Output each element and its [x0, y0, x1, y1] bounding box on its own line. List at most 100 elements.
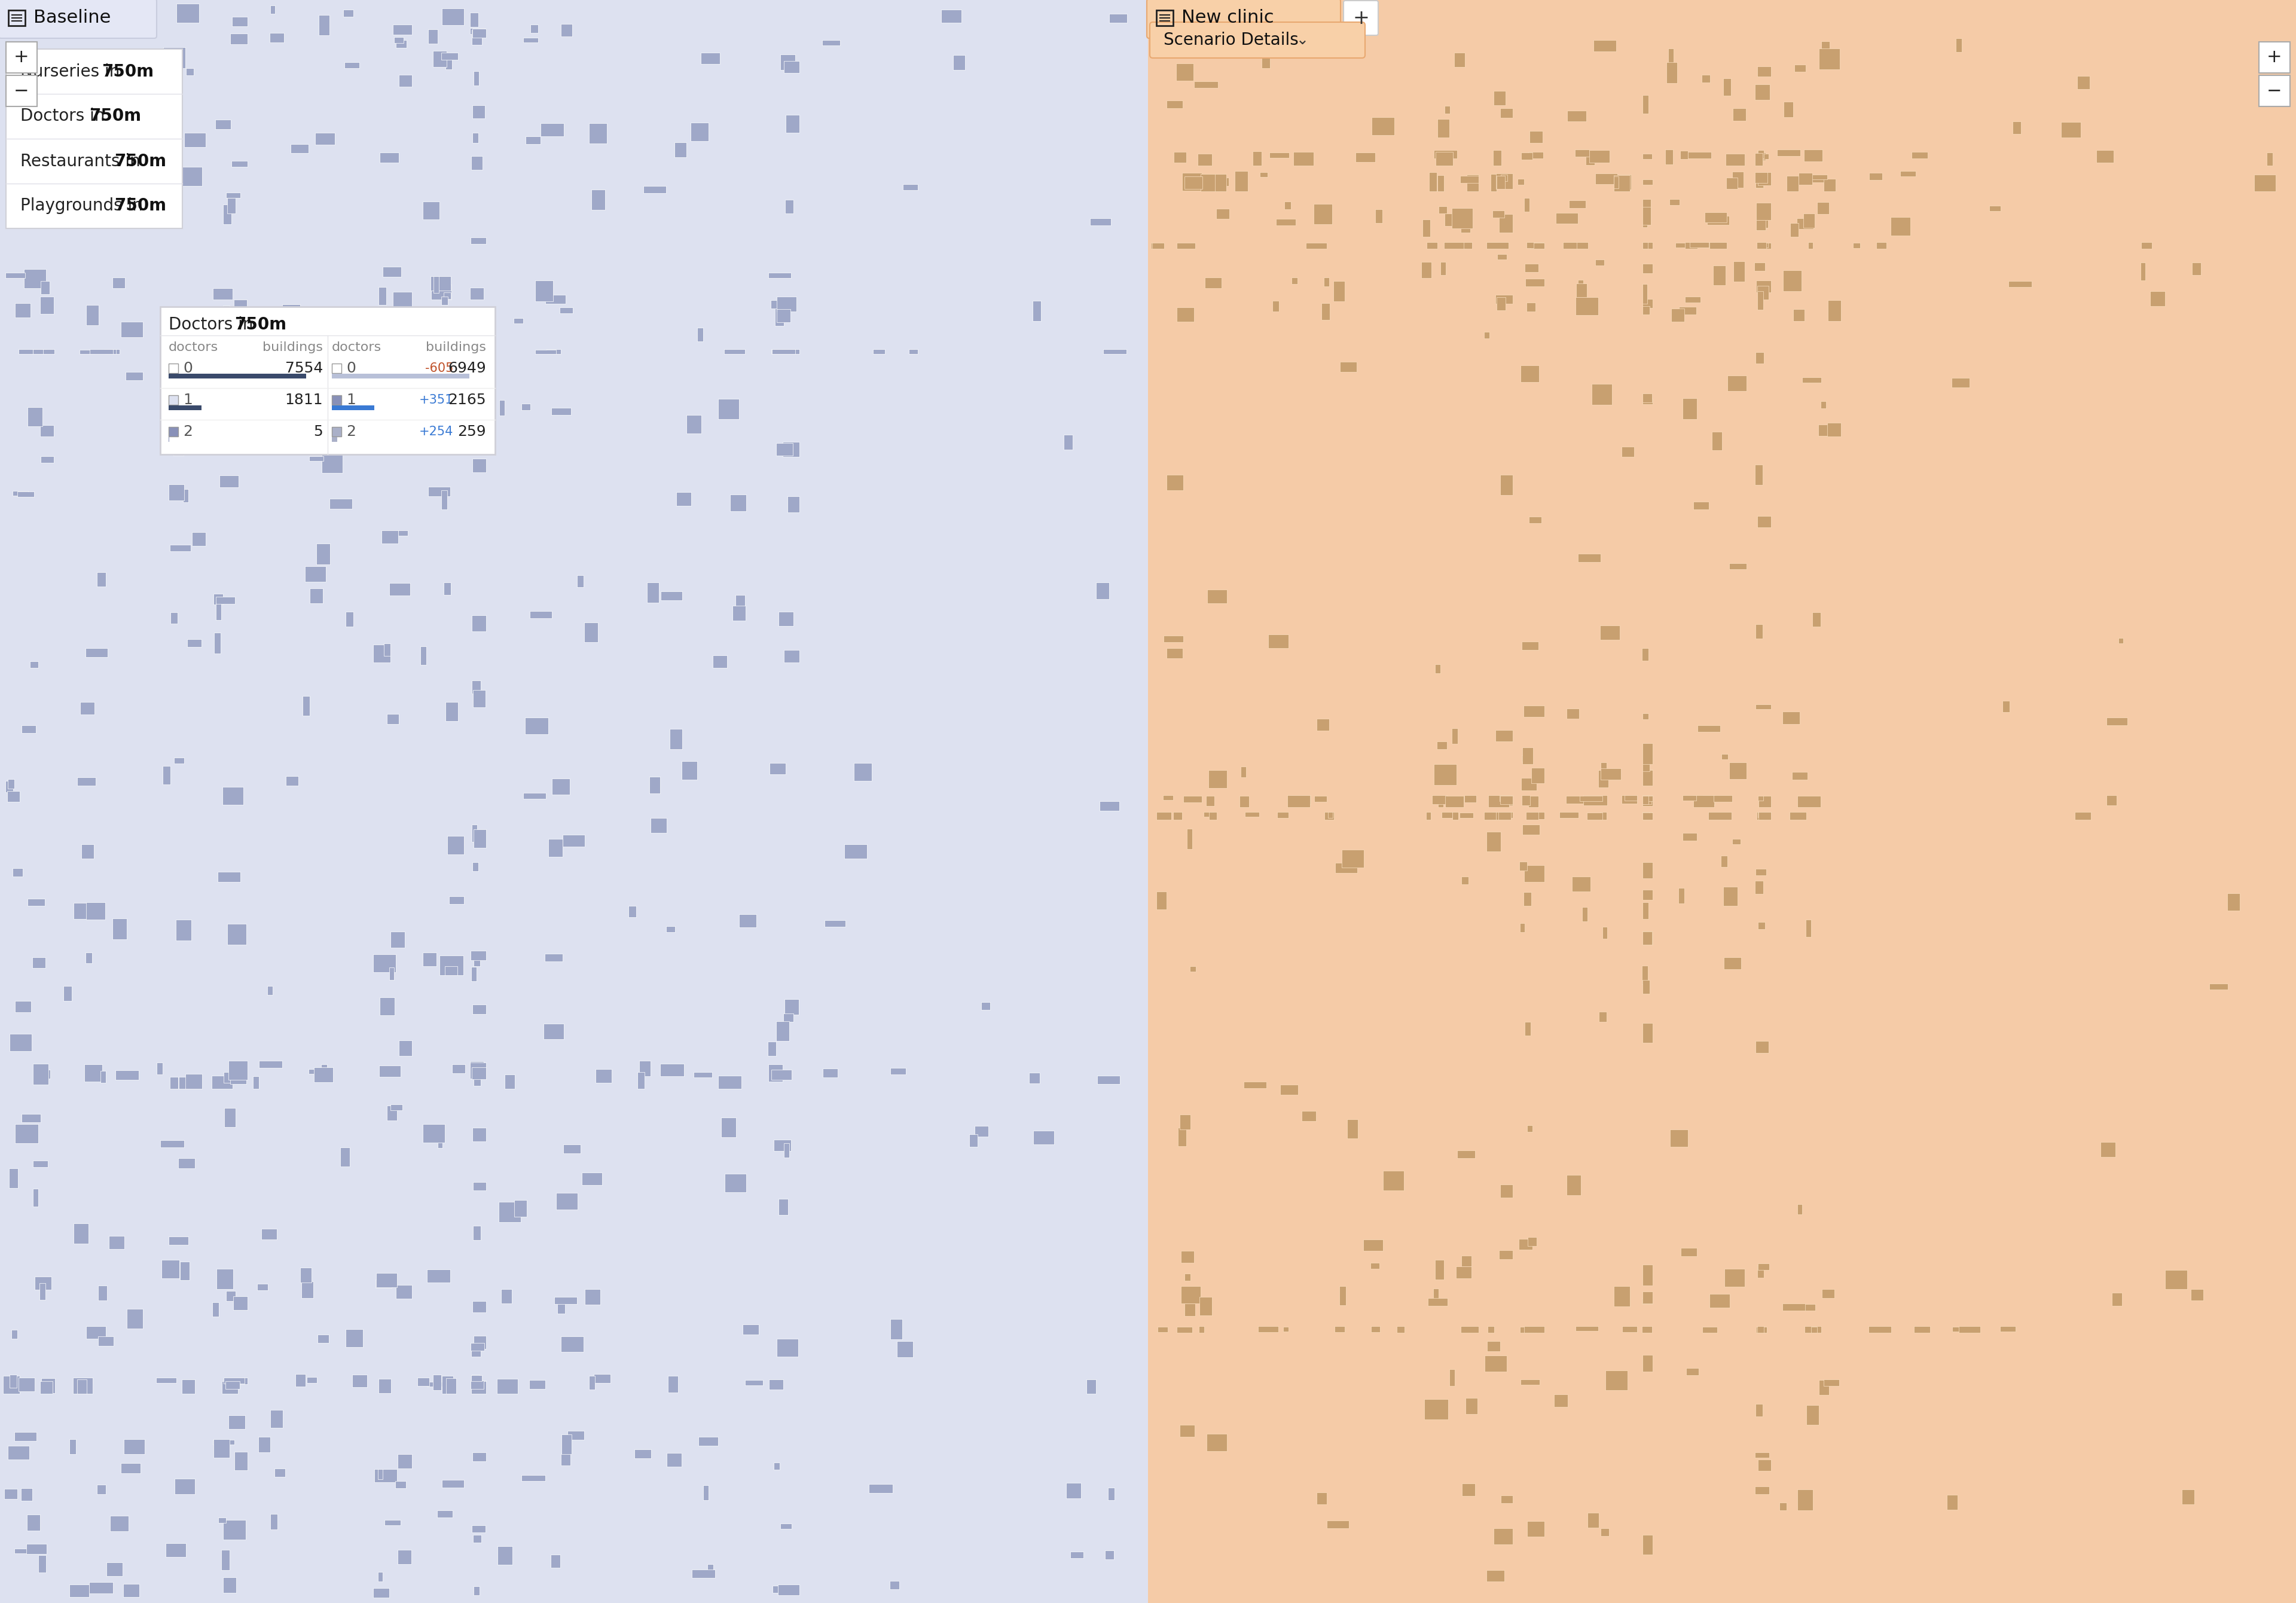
Bar: [739, 914, 755, 928]
Bar: [691, 1569, 714, 1577]
Bar: [1215, 178, 1228, 186]
Bar: [1642, 263, 1653, 273]
Bar: [216, 120, 230, 128]
Bar: [473, 1226, 480, 1241]
Bar: [308, 1069, 315, 1074]
Text: 2: 2: [184, 425, 193, 439]
Bar: [1453, 53, 1465, 67]
Bar: [30, 155, 39, 165]
Bar: [546, 295, 565, 305]
Bar: [783, 61, 799, 74]
Bar: [303, 321, 324, 329]
Bar: [1173, 811, 1182, 819]
Bar: [1759, 152, 1766, 160]
Bar: [395, 40, 406, 48]
Bar: [1642, 931, 1653, 944]
Bar: [170, 612, 177, 624]
Bar: [379, 1066, 400, 1077]
Bar: [28, 192, 39, 205]
Bar: [271, 1515, 278, 1529]
Bar: [2140, 263, 2144, 281]
Bar: [1807, 1404, 1818, 1425]
Bar: [1442, 813, 1453, 818]
Bar: [259, 1061, 282, 1068]
Bar: [1492, 151, 1502, 165]
Bar: [535, 349, 556, 354]
Text: Baseline: Baseline: [34, 10, 110, 27]
Bar: [422, 202, 441, 220]
Bar: [1488, 1326, 1495, 1332]
Bar: [379, 1379, 390, 1393]
Bar: [1779, 1502, 1786, 1510]
Text: Playgrounds in: Playgrounds in: [21, 197, 149, 215]
Text: 1811: 1811: [285, 393, 324, 407]
Bar: [1531, 242, 1545, 248]
Bar: [776, 442, 792, 455]
Bar: [106, 1561, 122, 1576]
Bar: [1527, 242, 1534, 248]
Bar: [1809, 176, 1825, 183]
Bar: [393, 24, 411, 35]
Bar: [2255, 175, 2275, 191]
Bar: [96, 1484, 106, 1494]
Bar: [1497, 297, 1506, 311]
Bar: [113, 277, 124, 289]
Bar: [1460, 176, 1479, 183]
Bar: [1692, 795, 1715, 806]
Bar: [595, 1374, 611, 1383]
Bar: [1756, 242, 1766, 248]
Bar: [1600, 625, 1619, 640]
Bar: [1818, 1380, 1830, 1395]
Bar: [675, 143, 687, 157]
Bar: [177, 920, 191, 941]
Bar: [824, 920, 845, 927]
Text: 1: 1: [347, 393, 356, 407]
Bar: [1525, 1021, 1531, 1036]
Bar: [1492, 813, 1499, 819]
Bar: [544, 954, 563, 962]
Bar: [331, 349, 351, 354]
Bar: [1173, 152, 1187, 164]
Bar: [783, 1013, 794, 1023]
Bar: [1724, 79, 1731, 96]
Bar: [179, 1262, 191, 1281]
Bar: [1531, 242, 1545, 248]
Bar: [551, 407, 572, 415]
Bar: [1818, 425, 1828, 436]
Bar: [1708, 811, 1731, 819]
Bar: [1575, 149, 1589, 157]
Bar: [771, 300, 788, 308]
Bar: [585, 622, 597, 641]
Bar: [1759, 212, 1768, 228]
Bar: [161, 1260, 179, 1279]
Bar: [1520, 1239, 1531, 1250]
Bar: [576, 575, 583, 587]
Bar: [1205, 795, 1215, 806]
Bar: [1642, 795, 1649, 805]
Bar: [168, 1236, 188, 1244]
Bar: [1733, 261, 1745, 282]
Bar: [1759, 1459, 1770, 1470]
Bar: [1520, 1326, 1534, 1332]
Bar: [1527, 1521, 1545, 1536]
Bar: [7, 42, 37, 74]
Bar: [1575, 297, 1598, 314]
Bar: [535, 281, 553, 301]
Bar: [1685, 297, 1701, 303]
Bar: [1683, 832, 1697, 840]
Bar: [634, 1449, 652, 1459]
Bar: [30, 660, 39, 668]
Bar: [1759, 1263, 1768, 1270]
Bar: [1527, 1125, 1531, 1132]
Bar: [80, 702, 94, 715]
Bar: [1499, 474, 1513, 495]
Bar: [11, 104, 25, 111]
Bar: [397, 1550, 411, 1565]
Bar: [1444, 213, 1463, 226]
Bar: [1520, 861, 1527, 870]
Bar: [1499, 109, 1513, 119]
Bar: [285, 776, 298, 785]
Bar: [514, 1201, 526, 1217]
Bar: [774, 1140, 790, 1151]
Bar: [168, 484, 184, 500]
